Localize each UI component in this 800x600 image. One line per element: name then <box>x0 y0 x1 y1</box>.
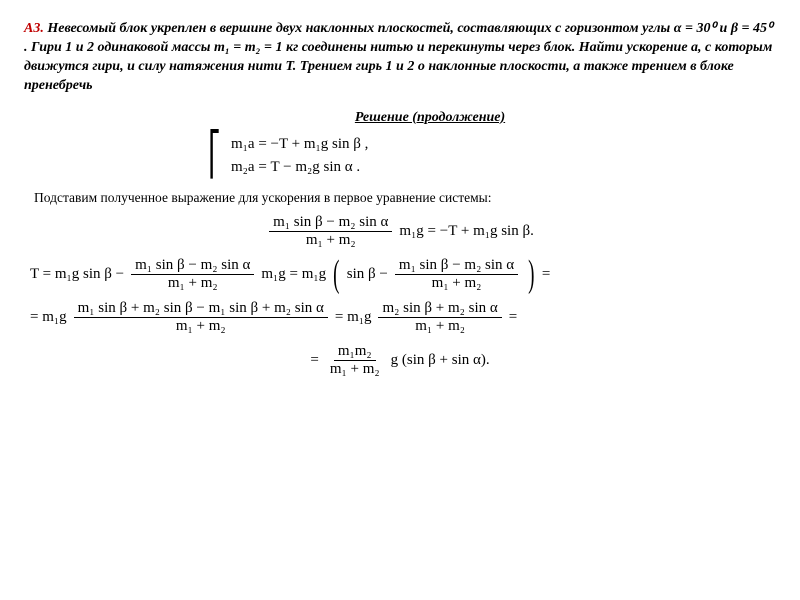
brace-icon: ⎡ <box>208 139 221 173</box>
system-line-2: m₂a = T − m₂g sin α . <box>231 159 368 176</box>
lparen-icon: ( <box>333 259 339 289</box>
eq2-frac: m₁ sin β − m₂ sin α m₁ + m₂ <box>131 257 254 292</box>
equation-3: = m₁g m₁ sin β + m₂ sin β − m₁ sin β + m… <box>24 300 776 335</box>
eq4-frac: m₁m₂ m₁ + m₂ <box>326 343 384 378</box>
equation-system: ⎡ m₁a = −T + m₁g sin β , m₂a = T − m₂g s… <box>204 136 776 176</box>
eq2-pnum: m₁ sin β − m₂ sin α <box>395 257 518 275</box>
eq2-num: m₁ sin β − m₂ sin α <box>131 257 254 275</box>
eq3-den1: m₁ + m₂ <box>172 318 230 335</box>
sys1-eq: = <box>255 136 271 153</box>
problem-statement: А3. Невесомый блок укреплен в вершине дв… <box>24 20 776 96</box>
eq1-num: m₁ sin β − m₂ sin α <box>269 214 392 232</box>
eq3-frac1: m₁ sin β + m₂ sin β − m₁ sin β + m₂ sin … <box>74 300 328 335</box>
eq1-frac: m₁ sin β − m₂ sin α m₁ + m₂ <box>269 214 392 249</box>
eq2-tail: = <box>542 266 550 283</box>
sys1-lhs: m₁a <box>231 136 255 153</box>
sys2-lhs: m₂a <box>231 159 255 176</box>
eq2-lead: T = m₁g sin β − <box>30 266 124 283</box>
eq4-den: m₁ + m₂ <box>326 361 384 378</box>
sys2-eq: = <box>255 159 271 176</box>
eq3-num1: m₁ sin β + m₂ sin β − m₁ sin β + m₂ sin … <box>74 300 328 318</box>
problem-number: А3. <box>24 21 44 36</box>
eq3-lead: = m₁g <box>30 309 67 326</box>
sys1-rhs: −T + m₁g sin β , <box>271 136 369 153</box>
problem-text: Невесомый блок укреплен в вершине двух н… <box>24 21 773 93</box>
eq1-after: m₁g = −T + m₁g sin β. <box>399 223 533 240</box>
rparen-icon: ) <box>528 259 534 289</box>
eq4-num: m₁m₂ <box>334 343 376 361</box>
eq3-frac2: m₂ sin β + m₂ sin α m₁ + m₂ <box>378 300 501 335</box>
equation-4: = m₁m₂ m₁ + m₂ g (sin β + sin α). <box>24 343 776 378</box>
eq3-num2: m₂ sin β + m₂ sin α <box>378 300 501 318</box>
eq1-den: m₁ + m₂ <box>302 232 360 249</box>
equation-1: m₁ sin β − m₂ sin α m₁ + m₂ m₁g = −T + m… <box>24 214 776 249</box>
eq2-pden: m₁ + m₂ <box>428 275 486 292</box>
eq4-tail: g (sin β + sin α). <box>391 352 490 369</box>
eq2-mid: m₁g = m₁g <box>261 266 326 283</box>
solution-title: Решение (продолжение) <box>24 110 776 126</box>
eq3-tail: = <box>509 309 517 326</box>
explanation-text: Подставим полученное выражение для ускор… <box>34 190 776 206</box>
system-line-1: m₁a = −T + m₁g sin β , <box>231 136 368 153</box>
system-lines: m₁a = −T + m₁g sin β , m₂a = T − m₂g sin… <box>231 136 368 176</box>
equation-2: T = m₁g sin β − m₁ sin β − m₂ sin α m₁ +… <box>24 257 776 292</box>
eq2-plead: sin β − <box>347 266 388 283</box>
eq2-pfrac: m₁ sin β − m₂ sin α m₁ + m₂ <box>395 257 518 292</box>
eq3-mid: = m₁g <box>335 309 372 326</box>
eq4-lead: = <box>310 352 318 369</box>
sys2-rhs: T − m₂g sin α . <box>271 159 361 176</box>
eq3-den2: m₁ + m₂ <box>411 318 469 335</box>
eq2-den: m₁ + m₂ <box>164 275 222 292</box>
